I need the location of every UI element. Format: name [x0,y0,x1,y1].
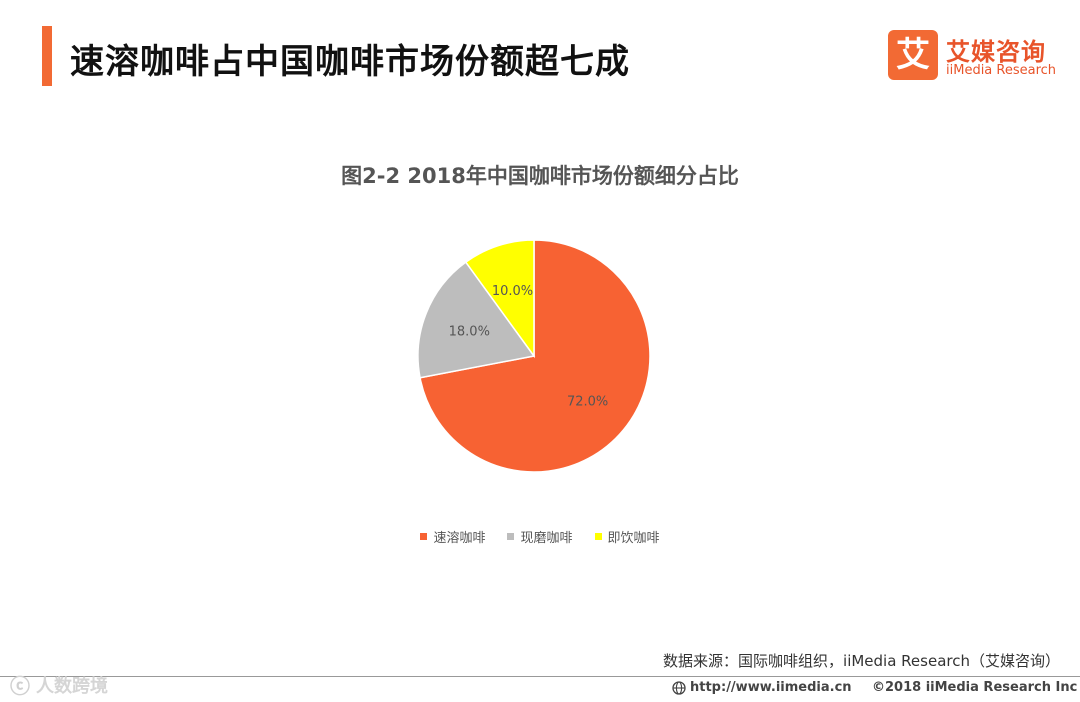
legend-item-instant-coffee: 速溶咖啡 [420,527,485,546]
data-source: 数据来源：国际咖啡组织，iiMedia Research（艾媒咨询） [663,652,1060,670]
legend-swatch [594,533,602,540]
footer-copyright: ©2018 iiMedia Research Inc [872,680,1078,695]
logo-mark: 艾 [888,30,938,80]
title-accent-bar [42,26,52,86]
legend-item-fresh-ground-coffee: 现磨咖啡 [507,527,573,546]
legend-label: 现磨咖啡 [520,531,573,546]
watermark: ⓒ 人数跨境 [10,670,108,699]
page-title: 速溶咖啡占中国咖啡市场份额超七成 [70,42,630,82]
footer-url-text: http://www.iimedia.cn [690,680,852,695]
pie-chart-svg: 72.0% 18.0% 10.0% [417,239,651,473]
logo-name-cn: 艾媒咨询 [946,38,1046,66]
footer-url[interactable]: http://www.iimedia.cn [672,680,852,695]
footer-divider [0,676,1080,677]
label-fresh-ground-coffee: 18.0% [449,324,490,339]
slice-instant-coffee [419,239,651,473]
legend-swatch [420,533,428,540]
watermark-text: 人数跨境 [36,675,108,697]
slice-ready-to-drink-coffee [464,239,535,359]
globe-icon [672,680,686,695]
iimedia-logo: 艾 艾媒咨询 iiMedia Research [888,30,1068,82]
legend-item-ready-to-drink-coffee: 即饮咖啡 [594,527,660,546]
label-instant-coffee: 72.0% [567,394,608,409]
label-ready-to-drink-coffee: 10.0% [492,284,533,299]
pie-chart: 72.0% 18.0% 10.0% [380,220,690,500]
legend-label: 即饮咖啡 [607,531,660,546]
slice-fresh-ground-coffee [417,261,536,379]
legend-swatch [507,533,515,540]
watermark-logo-icon: ⓒ [10,674,30,698]
chart-title: 图2-2 2018年中国咖啡市场份额细分占比 [341,164,739,188]
chart-legend: 速溶咖啡 现磨咖啡 即饮咖啡 [0,527,1080,546]
logo-name-en: iiMedia Research [946,63,1057,78]
legend-label: 速溶咖啡 [433,531,486,546]
